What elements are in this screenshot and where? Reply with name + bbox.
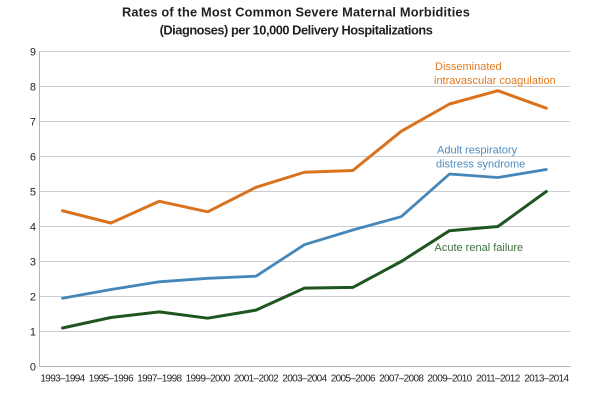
- svg-text:1: 1: [30, 327, 36, 339]
- svg-text:2011–2012: 2011–2012: [476, 374, 521, 385]
- svg-text:2007–2008: 2007–2008: [379, 374, 424, 385]
- svg-text:0: 0: [30, 362, 36, 374]
- svg-text:2005–2006: 2005–2006: [331, 374, 376, 385]
- svg-text:2003–2004: 2003–2004: [282, 374, 327, 385]
- svg-text:9: 9: [30, 47, 36, 59]
- svg-text:Adult respiratory: Adult respiratory: [437, 145, 518, 157]
- svg-text:5: 5: [30, 187, 36, 199]
- svg-text:1995–1996: 1995–1996: [89, 374, 134, 385]
- svg-text:3: 3: [30, 257, 36, 269]
- svg-text:2: 2: [30, 292, 36, 304]
- svg-text:7: 7: [30, 117, 36, 129]
- svg-text:1993–1994: 1993–1994: [40, 374, 85, 385]
- svg-text:intravascular coagulation: intravascular coagulation: [434, 75, 556, 87]
- svg-text:distress syndrome: distress syndrome: [436, 159, 525, 171]
- svg-text:Disseminated: Disseminated: [435, 61, 502, 73]
- svg-text:1997–1998: 1997–1998: [137, 374, 182, 385]
- svg-text:Acute renal failure: Acute renal failure: [435, 242, 524, 254]
- svg-text:Rates of the Most Common Sever: Rates of the Most Common Severe Maternal…: [122, 4, 470, 19]
- svg-text:4: 4: [30, 222, 36, 234]
- svg-text:2013–2014: 2013–2014: [524, 374, 569, 385]
- svg-text:1999–2000: 1999–2000: [186, 374, 231, 385]
- svg-text:(Diagnoses) per 10,000 Deliver: (Diagnoses) per 10,000 Delivery Hospital…: [160, 22, 433, 37]
- svg-text:6: 6: [30, 152, 36, 164]
- svg-text:2001–2002: 2001–2002: [234, 374, 279, 385]
- svg-text:2009–2010: 2009–2010: [427, 374, 472, 385]
- svg-text:8: 8: [30, 82, 36, 94]
